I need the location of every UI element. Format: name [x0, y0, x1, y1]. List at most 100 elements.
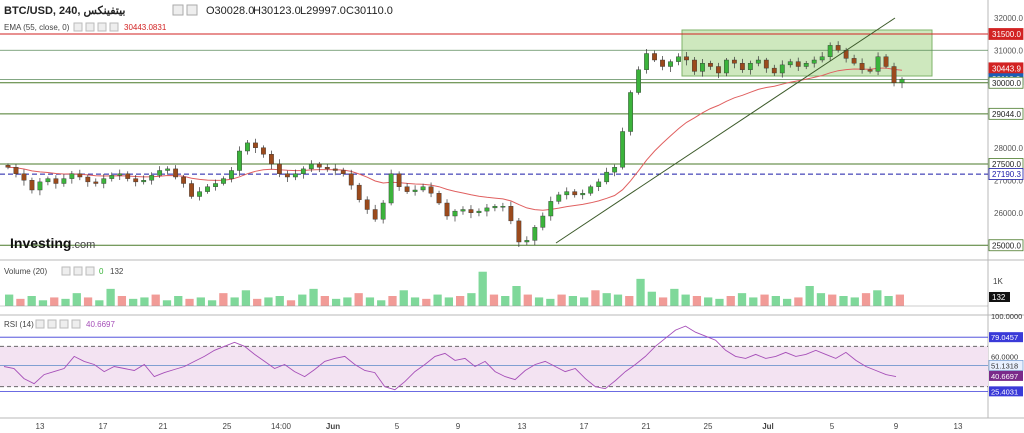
candle-body-72 — [580, 193, 586, 196]
time-tick-8: 13 — [518, 422, 527, 431]
candle-body-91 — [731, 59, 737, 64]
candle-body-21 — [173, 168, 179, 178]
volume-axis-1k: 1K — [993, 277, 1003, 286]
volume-bar-16 — [185, 298, 194, 306]
candle-body-43 — [348, 173, 354, 186]
candle-body-96 — [771, 67, 777, 74]
volume-bar-19 — [219, 293, 228, 306]
candle-body-20 — [165, 168, 171, 171]
rsi-button-4[interactable] — [71, 319, 81, 329]
candle-body-52 — [420, 186, 426, 191]
rsi-button-3[interactable] — [59, 319, 69, 329]
volume-bar-37 — [422, 298, 431, 306]
logo-suffix: .com — [71, 239, 95, 251]
candle-body-3 — [29, 180, 35, 191]
candle-body-23 — [189, 183, 194, 197]
volume-bar-54 — [613, 294, 623, 306]
volume-bar-77 — [873, 290, 882, 306]
volume-bar-41 — [467, 293, 476, 306]
candle-body-69 — [556, 194, 562, 202]
volume-value-1: 132 — [110, 267, 124, 276]
ema-label: EMA (55, close, 0) — [4, 23, 70, 32]
candle-body-32 — [261, 147, 266, 155]
volume-button-3[interactable] — [85, 266, 95, 276]
candle-body-49 — [396, 173, 402, 187]
time-tick-11: 25 — [704, 422, 713, 431]
candle-body-15 — [125, 173, 131, 179]
candle-body-58 — [468, 209, 474, 213]
volume-bar-22 — [253, 298, 262, 306]
candle-body-31 — [253, 142, 258, 148]
rsi-axis-label-2: 60.0000 — [991, 352, 1018, 361]
ema-button-1[interactable] — [73, 22, 83, 32]
volume-bar-26 — [298, 294, 307, 306]
price-badge-text-0: 31500.0 — [992, 30, 1021, 39]
volume-bar-71 — [805, 286, 814, 306]
button-box-2[interactable] — [186, 4, 198, 16]
rsi-label: RSI (14) — [4, 320, 34, 329]
candle-body-66 — [532, 227, 538, 241]
candle-body-90 — [723, 59, 729, 74]
ema-button-3[interactable] — [97, 22, 107, 32]
button-box-1[interactable] — [172, 4, 184, 16]
volume-bar-25 — [286, 300, 296, 306]
volume-bar-79 — [895, 294, 904, 306]
volume-button-2[interactable] — [73, 266, 83, 276]
candle-body-59 — [476, 210, 482, 213]
volume-bar-27 — [309, 288, 318, 306]
candle-body-50 — [404, 186, 410, 192]
volume-bar-46 — [523, 294, 532, 306]
volume-value-0: 0 — [99, 267, 104, 276]
volume-bar-0 — [5, 294, 14, 306]
rsi-button-1[interactable] — [35, 319, 45, 329]
ohlc-close: C30110.0 — [346, 5, 393, 17]
candle-body-19 — [157, 170, 163, 176]
time-tick-0: 13 — [36, 422, 45, 431]
candle-body-81 — [652, 53, 657, 61]
price-tick-0: 32000.0 — [994, 14, 1023, 23]
rsi-button-2[interactable] — [47, 319, 57, 329]
price-axis: 32000.031000.030000.029000.028000.027000… — [988, 14, 1024, 252]
ohlc-high: H30123.0 — [253, 5, 301, 17]
time-tick-6: 5 — [395, 422, 400, 431]
ema-button-4[interactable] — [109, 22, 119, 32]
candle-body-107 — [859, 63, 865, 70]
candle-body-22 — [181, 176, 187, 184]
volume-bar-56 — [636, 278, 645, 306]
candle-body-68 — [548, 201, 554, 217]
candle-body-25 — [205, 186, 210, 192]
candle-body-77 — [620, 131, 626, 168]
candle-body-86 — [692, 59, 697, 72]
candle-body-71 — [572, 191, 578, 196]
volume-bar-67 — [760, 294, 769, 306]
time-tick-3: 25 — [223, 422, 232, 431]
volume-bar-75 — [850, 297, 859, 306]
candle-body-14 — [117, 173, 123, 176]
candle-body-39 — [316, 163, 322, 168]
volume-bar-20 — [230, 297, 239, 306]
candle-body-8 — [69, 173, 75, 179]
price-tick-1: 31000.0 — [994, 46, 1023, 55]
volume-bar-34 — [388, 296, 397, 306]
time-tick-13: 5 — [830, 422, 835, 431]
volume-bar-17 — [196, 297, 205, 306]
volume-bar-43 — [489, 294, 499, 306]
rsi-line — [3, 325, 897, 391]
candle-body-92 — [739, 63, 745, 70]
candle-body-74 — [596, 181, 602, 187]
ema-button-2[interactable] — [85, 22, 95, 32]
candle-body-12 — [101, 178, 107, 184]
volume-bar-18 — [207, 300, 217, 306]
volume-button-1[interactable] — [61, 266, 71, 276]
price-badge-text-5: 27500.0 — [992, 160, 1021, 169]
candle-body-42 — [340, 170, 346, 174]
price-badge-0 — [988, 28, 1024, 40]
candle-body-65 — [524, 240, 530, 243]
candle-body-67 — [540, 215, 546, 228]
ascending-trendline[interactable] — [555, 17, 896, 244]
price-badge-text-3: 30000.0 — [992, 79, 1021, 88]
candle-body-64 — [516, 220, 522, 243]
volume-current-text: 132 — [992, 293, 1006, 302]
volume-bar-55 — [625, 296, 634, 306]
